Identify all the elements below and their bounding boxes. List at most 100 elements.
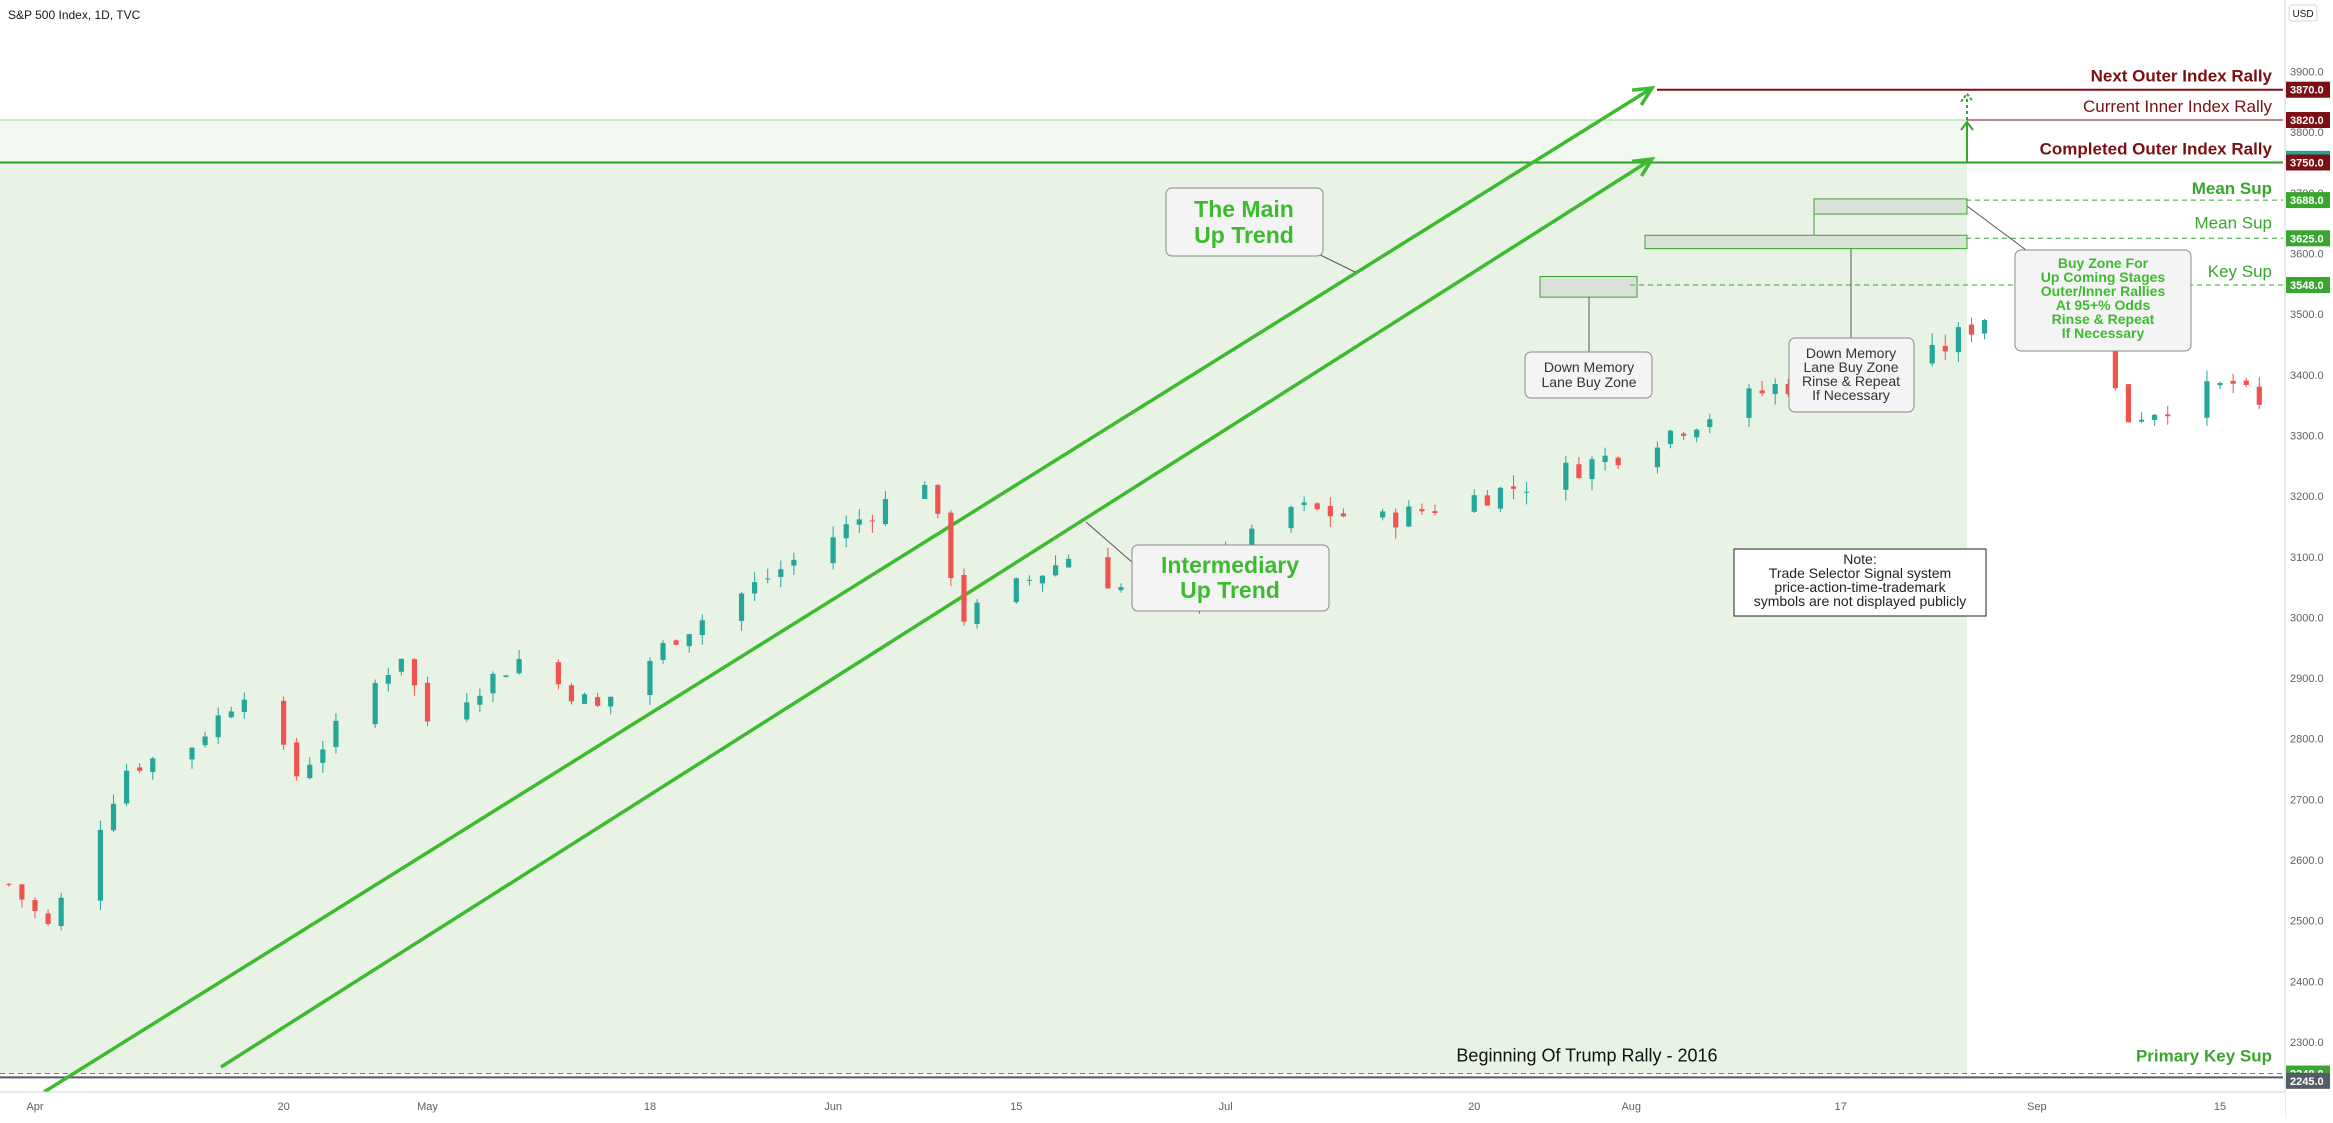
level-label-mean-sup-2: Mean Sup xyxy=(2195,213,2273,232)
buy-zone-pointer xyxy=(1966,205,2031,254)
candle-body xyxy=(1301,502,1307,506)
candle-body xyxy=(2256,386,2262,405)
candle-body xyxy=(1576,464,1582,478)
buy-zone-text-line-4: Rinse & Repeat xyxy=(2052,311,2155,327)
candle-body xyxy=(241,699,247,713)
price-tag-3548-text: 3548.0 xyxy=(2290,280,2324,292)
x-tick-label: Aug xyxy=(1621,1101,1641,1113)
price-tag-3625-text: 3625.0 xyxy=(2290,233,2324,245)
candle-body xyxy=(150,758,156,772)
candle-body xyxy=(110,803,117,831)
x-tick-label: May xyxy=(417,1101,438,1113)
candle-body xyxy=(424,682,431,722)
candle-body xyxy=(294,742,300,777)
candle-body xyxy=(19,884,25,900)
level-label-key-sup: Key Sup xyxy=(2208,262,2272,281)
candle-body xyxy=(1118,587,1124,591)
buy-zone-box-2 xyxy=(1644,234,1968,250)
x-tick-label: Apr xyxy=(26,1101,43,1113)
down-memory-box xyxy=(1539,276,1638,298)
candle-body xyxy=(974,602,980,625)
candle-body xyxy=(1785,384,1791,395)
level-label-completed-outer: Completed Outer Index Rally xyxy=(2040,139,2273,158)
level-label-next-outer: Next Outer Index Rally xyxy=(2091,67,2273,86)
candle-body xyxy=(1942,345,1948,352)
candle-body xyxy=(490,673,496,694)
candle-body xyxy=(647,660,653,696)
price-tag-3820-text: 3820.0 xyxy=(2290,115,2324,127)
candle-body xyxy=(411,659,418,686)
candle-body xyxy=(568,685,575,702)
main-trend-text-line-0: The Main xyxy=(1194,196,1294,222)
candle-body xyxy=(202,736,208,746)
currency-button[interactable] xyxy=(2288,4,2318,22)
candle-body xyxy=(922,484,928,499)
candle-body xyxy=(1288,506,1294,529)
candle-body xyxy=(2138,419,2145,422)
candle-body xyxy=(2204,381,2210,418)
candle-body xyxy=(1680,433,1687,436)
x-tick-label: 17 xyxy=(1834,1101,1846,1113)
price-tag-3625 xyxy=(2286,230,2330,247)
candle-body xyxy=(1955,327,1961,353)
y-tick-label: 2500.0 xyxy=(2290,916,2324,928)
candle-body xyxy=(58,897,64,927)
projection-arrow-dotted-head xyxy=(1960,92,1974,103)
candle-body xyxy=(2243,380,2249,385)
x-tick-label: 18 xyxy=(644,1101,656,1113)
candle-body xyxy=(189,747,195,760)
candle-body xyxy=(1667,430,1674,445)
candle-body xyxy=(856,519,862,525)
price-tag-3548 xyxy=(2286,277,2330,294)
candle-body xyxy=(1249,528,1255,554)
time-axis-bg xyxy=(0,1092,2285,1118)
note-text-line-0: Note: xyxy=(1843,551,1876,567)
x-tick-label: Jul xyxy=(1219,1101,1233,1113)
buy-zone-text-line-0: Buy Zone For xyxy=(2058,255,2149,271)
candle-body xyxy=(595,697,601,706)
candle-body xyxy=(320,749,326,763)
y-tick-label: 3300.0 xyxy=(2290,430,2324,442)
y-tick-label: 3200.0 xyxy=(2290,491,2324,503)
candle-body xyxy=(1406,506,1412,527)
x-tick-label: 15 xyxy=(1010,1101,1022,1113)
candle-body xyxy=(1707,419,1713,428)
rally-zone-shade xyxy=(0,162,1967,1074)
candle-body xyxy=(307,764,313,779)
intermediary-text-line-1: Up Trend xyxy=(1180,577,1280,603)
buy-zone-text-line-5: If Necessary xyxy=(2062,325,2145,341)
buy-zone-box-1 xyxy=(1813,198,1968,215)
x-tick-label: 20 xyxy=(277,1101,289,1113)
y-tick-label: 2600.0 xyxy=(2290,855,2324,867)
symbol-title: S&P 500 Index, 1D, TVC xyxy=(8,8,141,22)
x-tick-label: 15 xyxy=(2214,1101,2226,1113)
intermediary-up-trend-line xyxy=(220,157,1653,1069)
projection-arrow-head xyxy=(1960,120,1974,131)
y-tick-label: 2700.0 xyxy=(2290,794,2324,806)
note-box xyxy=(1733,548,1987,617)
y-tick-label: 3600.0 xyxy=(2290,248,2324,260)
candle-body xyxy=(843,524,849,539)
level-label-primary-key-sup: Primary Key Sup xyxy=(2136,1047,2272,1066)
main-trend-text-line-1: Up Trend xyxy=(1194,222,1294,248)
candle-body xyxy=(581,694,588,704)
price-tag-2245 xyxy=(2286,1072,2330,1089)
candle-body xyxy=(1929,344,1935,364)
y-tick-label: 2300.0 xyxy=(2290,1037,2324,1049)
down-memory-2-text-line-1: Lane Buy Zone xyxy=(1804,359,1899,375)
y-tick-label: 3000.0 xyxy=(2290,612,2324,624)
y-tick-label: 3100.0 xyxy=(2290,552,2324,564)
intermediary-up-trend-line-arrowhead xyxy=(1631,156,1656,177)
candle-body xyxy=(398,658,404,672)
price-axis-bg xyxy=(2285,0,2333,1118)
down-memory-2-text-line-3: If Necessary xyxy=(1812,387,1890,403)
main-up-trend-line-arrowhead xyxy=(1631,85,1656,106)
down-memory-2-text-line-2: Rinse & Repeat xyxy=(1802,373,1900,389)
buy-zone-text-line-1: Up Coming Stages xyxy=(2041,269,2166,285)
candle-body xyxy=(2125,384,2132,423)
candle-body xyxy=(280,700,287,745)
y-tick-label: 2900.0 xyxy=(2290,673,2324,685)
candle-body xyxy=(935,484,941,514)
